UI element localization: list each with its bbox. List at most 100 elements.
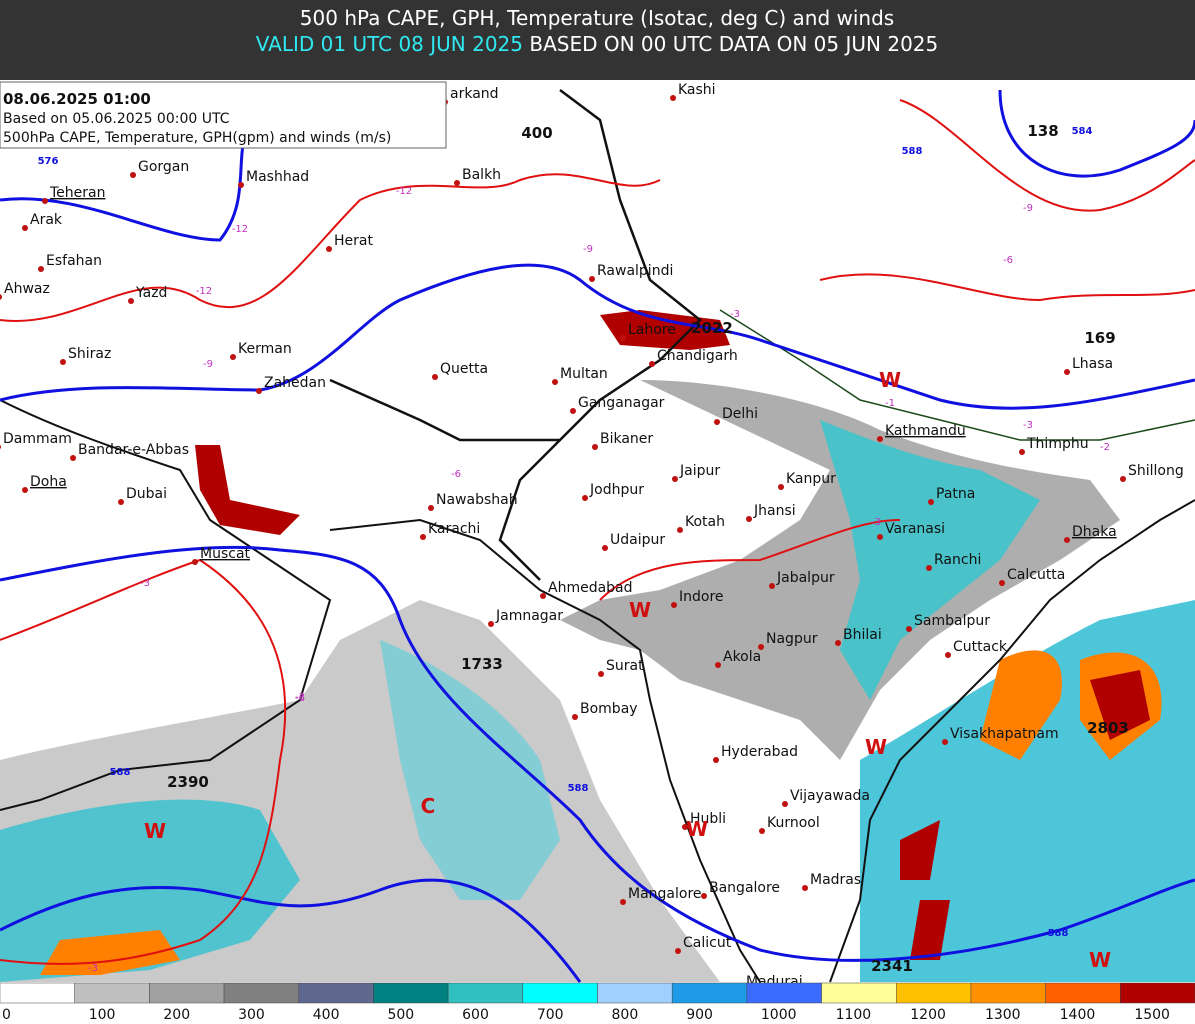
city-label: Teheran xyxy=(49,185,105,201)
colorbar-label: 200 xyxy=(163,1007,190,1023)
city-label: Bhilai xyxy=(843,627,882,643)
colorbar-swatch xyxy=(373,982,449,1004)
city-label: Nawabshah xyxy=(436,492,518,508)
city-marker xyxy=(602,545,608,551)
city-marker xyxy=(835,640,841,646)
city-label: Sambalpur xyxy=(914,613,990,629)
temperature-label: -12 xyxy=(232,224,248,235)
height-label: 138 xyxy=(1027,122,1058,140)
gph-label: 576 xyxy=(38,156,59,167)
city-label: Yazd xyxy=(135,285,167,301)
cold-center: C xyxy=(421,794,436,818)
city-label: Calicut xyxy=(683,935,732,951)
city-marker xyxy=(488,621,494,627)
city-label: Ranchi xyxy=(934,552,981,568)
cape-area xyxy=(380,640,560,900)
city-label: Surat xyxy=(606,658,644,674)
city-label: Hubli xyxy=(690,811,726,827)
valid-time: VALID 01 UTC 08 JUN 2025 xyxy=(256,32,523,56)
colorbar-label: 800 xyxy=(612,1007,639,1023)
city-label: Kotah xyxy=(685,514,725,530)
temperature-label: -6 xyxy=(451,469,461,480)
city-marker xyxy=(1019,449,1025,455)
temperature-isoline xyxy=(819,273,1195,302)
city-label: Ahmedabad xyxy=(548,580,633,596)
temperature-label: -12 xyxy=(196,286,212,297)
info-base: Based on 05.06.2025 00:00 UTC xyxy=(3,111,230,127)
city-marker xyxy=(714,419,720,425)
city-label: Esfahan xyxy=(46,253,102,269)
city-label: Jodhpur xyxy=(589,482,644,498)
city-label: Shillong xyxy=(1128,463,1184,479)
city-marker xyxy=(598,671,604,677)
city-label: Mangalore xyxy=(628,886,702,902)
city-marker xyxy=(589,276,595,282)
city-marker xyxy=(877,534,883,540)
height-label: 2803 xyxy=(1087,719,1129,737)
colorbar-swatch xyxy=(298,982,374,1004)
city-marker xyxy=(70,455,76,461)
temperature-label: -6 xyxy=(295,693,305,704)
city-label: Ahwaz xyxy=(4,281,50,297)
temperature-label: -9 xyxy=(583,244,593,255)
city-marker xyxy=(582,495,588,501)
city-label: Kashi xyxy=(678,82,716,98)
height-label: 2341 xyxy=(871,957,913,975)
city-label: Udaipur xyxy=(610,532,665,548)
city-marker xyxy=(877,436,883,442)
city-label: Bangalore xyxy=(709,880,780,896)
city-label: Quetta xyxy=(440,361,488,377)
warm-center: W xyxy=(865,735,887,759)
city-marker xyxy=(0,444,1,450)
city-marker xyxy=(620,899,626,905)
city-marker xyxy=(670,95,676,101)
city-marker xyxy=(38,266,44,272)
city-label: Mashhad xyxy=(246,169,309,185)
temperature-label: -1 xyxy=(885,398,895,409)
city-marker xyxy=(128,298,134,304)
colorbar-label: 1500 xyxy=(1134,1007,1170,1023)
city-marker xyxy=(22,225,28,231)
city-label: Doha xyxy=(30,474,67,490)
city-marker xyxy=(999,580,1005,586)
colorbar-label: 1100 xyxy=(836,1007,872,1023)
colorbar-swatch xyxy=(821,982,897,1004)
gph-label: 584 xyxy=(1072,126,1093,137)
city-label: Madras xyxy=(810,872,861,888)
city-marker xyxy=(782,801,788,807)
gph-label: 588 xyxy=(1048,928,1069,939)
temperature-label: -6 xyxy=(1003,255,1013,266)
city-label: Nagpur xyxy=(766,631,818,647)
city-marker xyxy=(677,527,683,533)
city-marker xyxy=(22,487,28,493)
city-label: Varanasi xyxy=(885,521,945,537)
border xyxy=(329,89,702,442)
city-label: Kerman xyxy=(238,341,292,357)
info-fields: 500hPa CAPE, Temperature, GPH(gpm) and w… xyxy=(3,130,391,146)
temperature-label: -12 xyxy=(396,186,412,197)
city-label: Dammam xyxy=(3,431,72,447)
city-marker xyxy=(713,757,719,763)
city-label: Calcutta xyxy=(1007,567,1065,583)
city-marker xyxy=(759,828,765,834)
temperature-label: -2 xyxy=(1100,442,1110,453)
city-label: Bandar-e-Abbas xyxy=(78,442,189,458)
coastline xyxy=(329,518,761,983)
colorbar-label: 0 xyxy=(2,1007,11,1023)
city-label: Arak xyxy=(30,212,63,228)
city-marker xyxy=(620,335,626,341)
city-marker xyxy=(454,180,460,186)
city-marker xyxy=(671,602,677,608)
city-label: Dubai xyxy=(126,486,167,502)
city-label: Lahore xyxy=(628,322,676,338)
city-marker xyxy=(802,885,808,891)
temperature-label: -9 xyxy=(203,359,213,370)
height-label: 1733 xyxy=(461,655,503,673)
colorbar-swatch xyxy=(597,982,673,1004)
city-label: Rawalpindi xyxy=(597,263,673,279)
city-marker xyxy=(118,499,124,505)
temperature-isoline xyxy=(899,99,1195,212)
city-marker xyxy=(60,359,66,365)
colorbar-label: 400 xyxy=(313,1007,340,1023)
